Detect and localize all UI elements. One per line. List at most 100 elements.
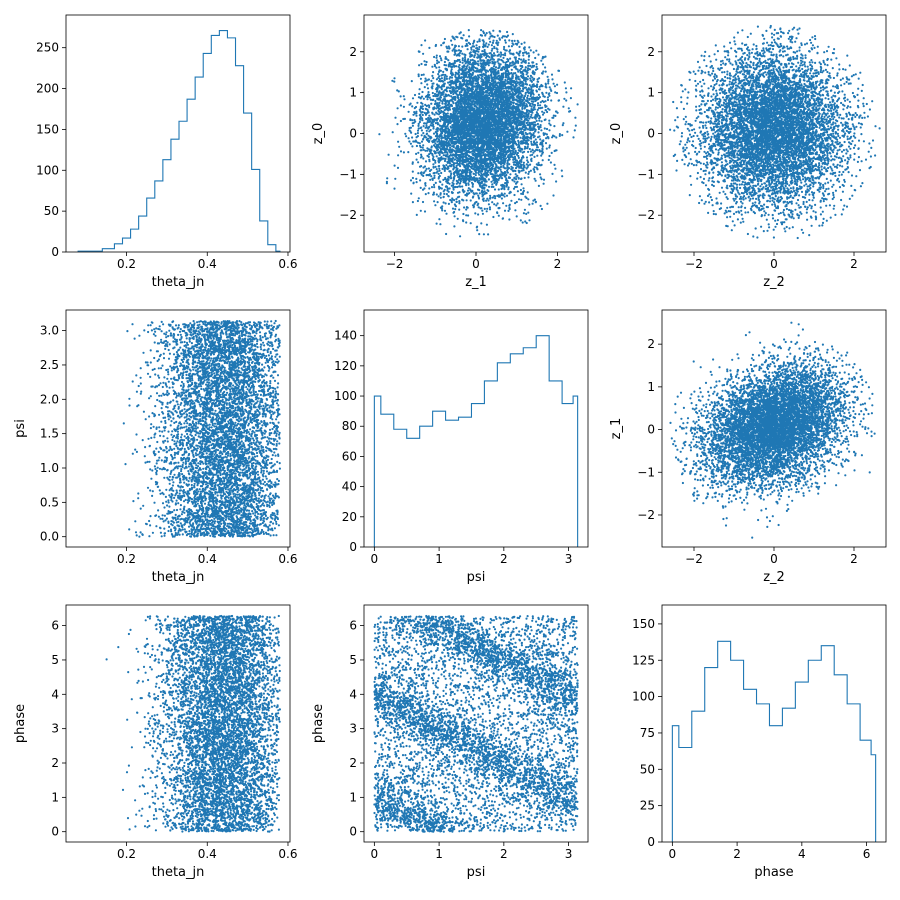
histogram-step-line <box>671 640 877 842</box>
y-tick-label: 4 <box>349 687 357 701</box>
subplot-p10: 0.2 0.4 0.6 0.0 0.5 1.0 1.5 2.0 2.5 3.0 theta_jn ps… <box>13 309 298 585</box>
x-axis-label: theta_jn <box>152 570 205 585</box>
x-tick-label: 1 <box>435 847 443 861</box>
y-tick-label: 3.0 <box>40 324 59 338</box>
plot-area <box>122 319 282 538</box>
y-tick-label: 4 <box>51 687 59 701</box>
y-tick-label: 0.5 <box>40 495 59 509</box>
y-tick-label: 120 <box>334 359 357 373</box>
scatter-points <box>669 321 876 539</box>
scatter-points <box>122 319 282 538</box>
y-axis-label: phase <box>13 704 28 743</box>
y-tick-label: 50 <box>44 204 59 218</box>
subplot-p11: 0 1 2 3 0 20 40 60 80 100 120 140 psi <box>334 309 589 585</box>
y-tick-label: 150 <box>36 122 59 136</box>
y-tick-label: 3 <box>349 722 357 736</box>
subplot-p20: 0.2 0.4 0.6 0 1 2 3 4 5 6 theta_jn phase <box>13 604 298 880</box>
plot-area <box>77 29 281 252</box>
y-tick-label: 5 <box>51 653 59 667</box>
x-axis-label: z_1 <box>465 275 487 290</box>
plot-area <box>378 29 579 238</box>
y-tick-label: 0 <box>349 540 357 554</box>
y-tick-label: 100 <box>632 690 655 704</box>
scatter-points <box>669 24 881 240</box>
y-tick-label: 250 <box>36 41 59 55</box>
y-tick-label: 1.5 <box>40 427 59 441</box>
y-tick-label: 2 <box>647 337 655 351</box>
subplot-p12: −2 0 2 −2 −1 0 1 2 z_2 z_1 <box>609 309 887 585</box>
y-tick-label: 100 <box>334 389 357 403</box>
x-tick-label: 0 <box>669 847 677 861</box>
y-tick-label: 6 <box>349 619 357 633</box>
subplot-p01: −2 0 2 −2 −1 0 1 2 z_1 z_0 <box>311 14 589 290</box>
scatter-points <box>105 614 282 833</box>
y-tick-label: 100 <box>36 163 59 177</box>
axes-frame <box>661 604 887 843</box>
y-tick-label: 2.0 <box>40 392 59 406</box>
x-tick-label: 0.6 <box>278 257 297 271</box>
axes-frame <box>65 604 291 843</box>
y-tick-label: −1 <box>637 465 655 479</box>
x-tick-label: 2 <box>850 552 858 566</box>
x-tick-label: 0.6 <box>278 552 297 566</box>
y-tick-label: 2 <box>647 45 655 59</box>
y-axis-label: phase <box>311 704 326 743</box>
x-tick-label: 0.2 <box>117 847 136 861</box>
y-tick-label: 1 <box>647 380 655 394</box>
x-tick-label: 0.6 <box>278 847 297 861</box>
y-tick-label: 2 <box>51 756 59 770</box>
y-tick-label: 1 <box>349 790 357 804</box>
y-tick-label: 1 <box>647 86 655 100</box>
x-tick-label: 0.4 <box>198 847 217 861</box>
plot-area <box>671 640 877 842</box>
y-tick-label: 80 <box>342 419 357 433</box>
axes-frame <box>65 14 291 253</box>
y-tick-label: 75 <box>640 726 655 740</box>
y-tick-label: 0 <box>51 245 59 259</box>
x-tick-label: 2 <box>850 257 858 271</box>
x-tick-label: 0 <box>770 552 778 566</box>
y-tick-label: 0 <box>51 825 59 839</box>
y-tick-label: 2 <box>349 45 357 59</box>
y-tick-label: 25 <box>640 799 655 813</box>
x-tick-label: 2 <box>554 257 562 271</box>
histogram-step-line <box>77 29 281 252</box>
x-axis-label: psi <box>467 570 486 585</box>
x-tick-label: 1 <box>435 552 443 566</box>
subplot-p22: 0 2 4 6 0 25 50 75 100 125 150 phase <box>632 604 887 880</box>
x-tick-label: −2 <box>386 257 404 271</box>
y-tick-label: 0 <box>349 127 357 141</box>
y-axis-label: psi <box>13 419 28 438</box>
x-axis-label: z_2 <box>763 275 785 290</box>
y-tick-label: 150 <box>632 617 655 631</box>
plot-area <box>669 24 881 240</box>
y-tick-label: −2 <box>637 208 655 222</box>
y-tick-label: 20 <box>342 510 357 524</box>
x-tick-label: −2 <box>685 552 703 566</box>
y-tick-label: 60 <box>342 449 357 463</box>
y-tick-label: 0 <box>647 423 655 437</box>
y-tick-label: −1 <box>637 167 655 181</box>
x-tick-label: 0.4 <box>198 257 217 271</box>
x-tick-label: 0.2 <box>117 257 136 271</box>
x-axis-label: psi <box>467 865 486 880</box>
x-tick-label: 0 <box>472 257 480 271</box>
y-tick-label: 5 <box>349 653 357 667</box>
y-tick-label: 0.0 <box>40 530 59 544</box>
plot-area <box>105 614 282 833</box>
x-tick-label: 2 <box>500 847 508 861</box>
subplot-p00: 0.2 0.4 0.6 0 50 100 150 200 250 theta_jn <box>36 14 298 290</box>
x-tick-label: 4 <box>798 847 806 861</box>
x-axis-label: theta_jn <box>152 275 205 290</box>
scatter-points <box>378 29 579 238</box>
x-tick-label: 6 <box>863 847 871 861</box>
y-tick-label: 1 <box>349 86 357 100</box>
y-tick-label: 1 <box>51 790 59 804</box>
y-tick-label: 140 <box>334 329 357 343</box>
y-axis-label: z_0 <box>609 123 624 145</box>
y-tick-label: −1 <box>339 167 357 181</box>
y-tick-label: 50 <box>640 762 655 776</box>
y-tick-label: 40 <box>342 480 357 494</box>
scatter-points <box>373 614 579 833</box>
